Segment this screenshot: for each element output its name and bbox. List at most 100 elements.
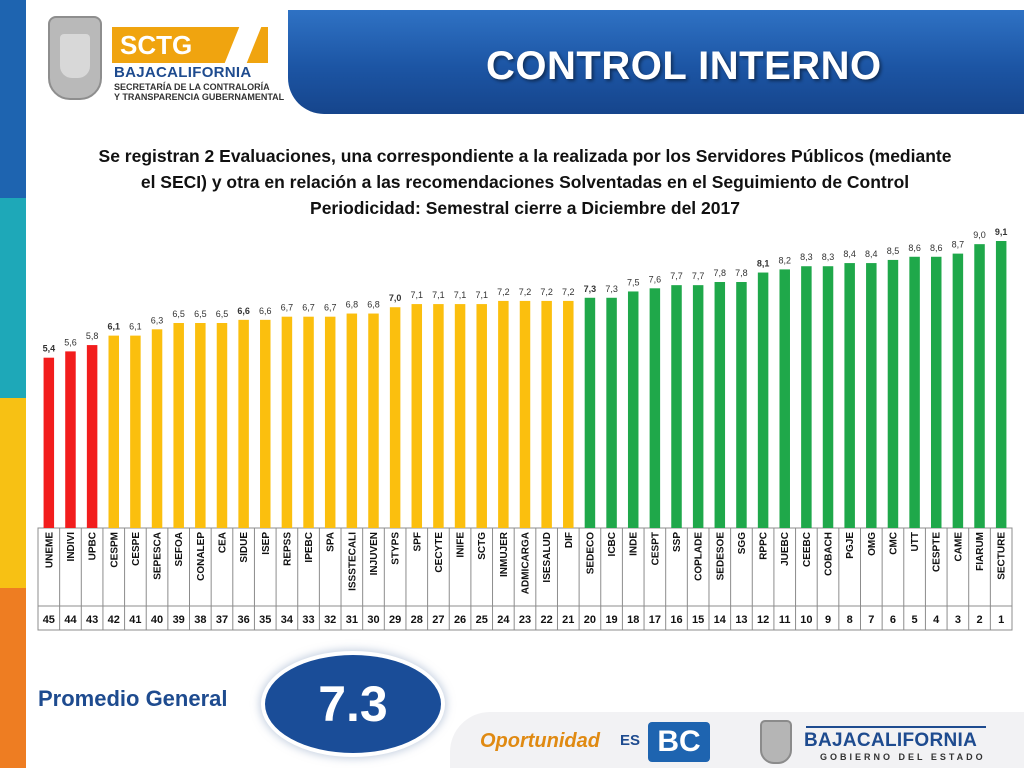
- rank-label: 31: [346, 614, 358, 626]
- bar-inife: [454, 304, 466, 528]
- category-label: SEPESCA: [153, 532, 164, 580]
- bar-uneme: [43, 357, 55, 528]
- category-label: CESPTE: [932, 532, 943, 572]
- data-label: 6,8: [367, 300, 380, 310]
- category-label: SCTG: [477, 532, 488, 560]
- bar-inde: [627, 291, 639, 528]
- data-label: 7,7: [692, 271, 705, 281]
- bar-inmujer: [498, 300, 509, 528]
- bc-logo: BC: [648, 722, 710, 762]
- data-label: 7,3: [605, 284, 618, 294]
- data-label: 6,6: [237, 306, 250, 316]
- category-label: ICBC: [607, 532, 618, 556]
- category-label: SPA: [326, 532, 337, 552]
- bar-cmc: [887, 259, 899, 528]
- category-label: OMG: [867, 532, 878, 556]
- category-label: DIF: [564, 532, 575, 548]
- rank-label: 28: [411, 614, 423, 626]
- data-label: 6,1: [107, 322, 120, 332]
- bar-sgg: [736, 282, 747, 528]
- footer-state-name: BAJACALIFORNIA: [804, 730, 978, 751]
- bar-ssp: [671, 285, 682, 528]
- rank-label: 43: [86, 614, 98, 626]
- rank-label: 25: [476, 614, 488, 626]
- rank-label: 3: [955, 614, 961, 626]
- header-banner: [288, 10, 1024, 114]
- category-label: ISESALUD: [542, 532, 553, 583]
- description-line-1: Se registran 2 Evaluaciones, una corresp…: [98, 146, 952, 166]
- data-label: 8,6: [930, 243, 943, 253]
- category-label: CEA: [217, 532, 228, 553]
- category-label: CAME: [953, 532, 964, 562]
- category-label: INJUVEN: [369, 532, 380, 575]
- logo-subtitle-1: SECRETARÍA DE LA CONTRALORÍA: [114, 82, 270, 92]
- data-label: 8,2: [778, 255, 791, 265]
- sctg-logo: SCTG: [112, 27, 268, 63]
- bar-injuven: [368, 313, 379, 528]
- data-label: 7,8: [735, 268, 748, 278]
- category-label: INMUJER: [499, 531, 510, 577]
- data-label: 8,4: [843, 249, 856, 259]
- bar-cecyte: [433, 304, 444, 528]
- bar-isesalud: [541, 300, 552, 528]
- rank-label: 16: [670, 614, 682, 626]
- bar-issstecali: [346, 313, 358, 528]
- bar-utt: [909, 256, 920, 528]
- rank-label: 39: [173, 614, 185, 626]
- category-label: COPLADE: [694, 532, 705, 581]
- logo-subtitle-2: Y TRANSPARENCIA GUBERNAMENTAL: [114, 92, 285, 102]
- rank-label: 20: [584, 614, 596, 626]
- promedio-value: 7.3: [318, 676, 388, 732]
- category-label: STYPS: [391, 532, 402, 565]
- bar-coplade: [692, 285, 704, 528]
- rank-label: 21: [562, 614, 574, 626]
- data-label: 6,6: [259, 306, 272, 316]
- data-label: 7,6: [649, 274, 662, 284]
- data-label: 8,6: [908, 243, 921, 253]
- rank-label: 12: [757, 614, 769, 626]
- rank-label: 24: [497, 614, 510, 626]
- bar-indivi: [65, 351, 76, 528]
- state-seal-small-icon: [760, 720, 792, 764]
- data-label: 6,5: [216, 309, 229, 319]
- description-line-3: Periodicidad: Semestral cierre a Diciemb…: [310, 198, 740, 218]
- rank-label: 19: [605, 614, 617, 626]
- side-stripe-orange: [0, 588, 26, 768]
- category-label: ISEP: [261, 532, 272, 555]
- data-label: 9,0: [973, 230, 986, 240]
- data-label: 6,7: [281, 303, 294, 313]
- promedio-label: Promedio General: [38, 686, 228, 711]
- data-label: 7,1: [475, 290, 488, 300]
- bar-secture: [995, 241, 1007, 528]
- category-label: INIFE: [456, 532, 467, 558]
- bar-spf: [411, 304, 423, 528]
- category-label: SEFOA: [174, 532, 185, 566]
- bar-cespm: [108, 335, 120, 528]
- side-stripe-teal: [0, 198, 26, 398]
- category-label: COBACH: [824, 532, 835, 576]
- rank-label: 8: [847, 614, 853, 626]
- bar-styps: [389, 307, 401, 528]
- promedio-badge: 7.3: [265, 655, 441, 753]
- bar-sepesca: [151, 329, 163, 528]
- category-label: UTT: [910, 532, 921, 551]
- rank-label: 37: [216, 614, 228, 626]
- bar-cea: [216, 323, 228, 528]
- bar-sedeco: [584, 297, 596, 528]
- bar-spa: [324, 316, 336, 528]
- rank-label: 23: [519, 614, 531, 626]
- bar-isep: [260, 319, 271, 528]
- data-label: 7,2: [519, 287, 532, 297]
- bc-logo-text: BC: [657, 725, 701, 758]
- footer-band: [450, 712, 1024, 768]
- data-label: 5,8: [86, 331, 99, 341]
- category-label: CMC: [888, 532, 899, 555]
- bar-pgje: [844, 263, 855, 528]
- category-label: JUEBC: [780, 532, 791, 566]
- page-title: CONTROL INTERNO: [486, 44, 882, 88]
- bar-sedesoe: [714, 282, 726, 528]
- data-label: 8,4: [865, 249, 878, 259]
- es-logo-text: ES: [620, 732, 641, 749]
- rank-label: 45: [43, 614, 55, 626]
